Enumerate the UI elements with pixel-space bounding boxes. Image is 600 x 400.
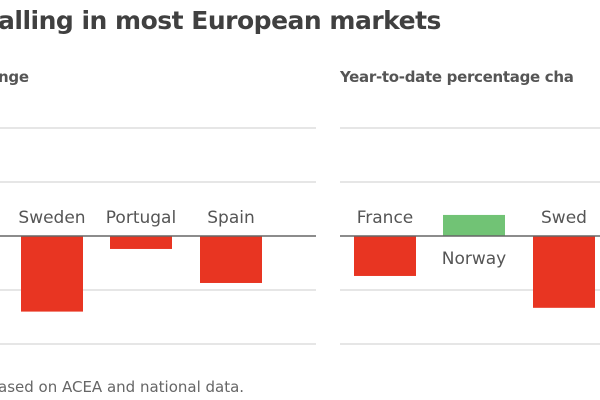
source-footnote: ased on ACEA and national data. (0, 378, 245, 396)
bar-france (354, 236, 416, 276)
bar-norway (443, 214, 505, 236)
category-label: Portugal (106, 208, 176, 228)
bar-portugal (110, 236, 172, 249)
category-label: Spain (207, 208, 255, 228)
category-label: France (357, 208, 414, 228)
category-label: Swed (541, 208, 587, 228)
bar-spain (200, 236, 262, 283)
bar-swed (533, 236, 595, 308)
chart-title: alling in most European markets (0, 6, 441, 35)
left-panel-subtitle: nge (0, 68, 29, 86)
category-label: Sweden (18, 208, 85, 228)
right-panel-subtitle: Year-to-date percentage cha (340, 68, 574, 86)
bar-sweden (21, 236, 83, 312)
category-label: Norway (442, 249, 507, 269)
